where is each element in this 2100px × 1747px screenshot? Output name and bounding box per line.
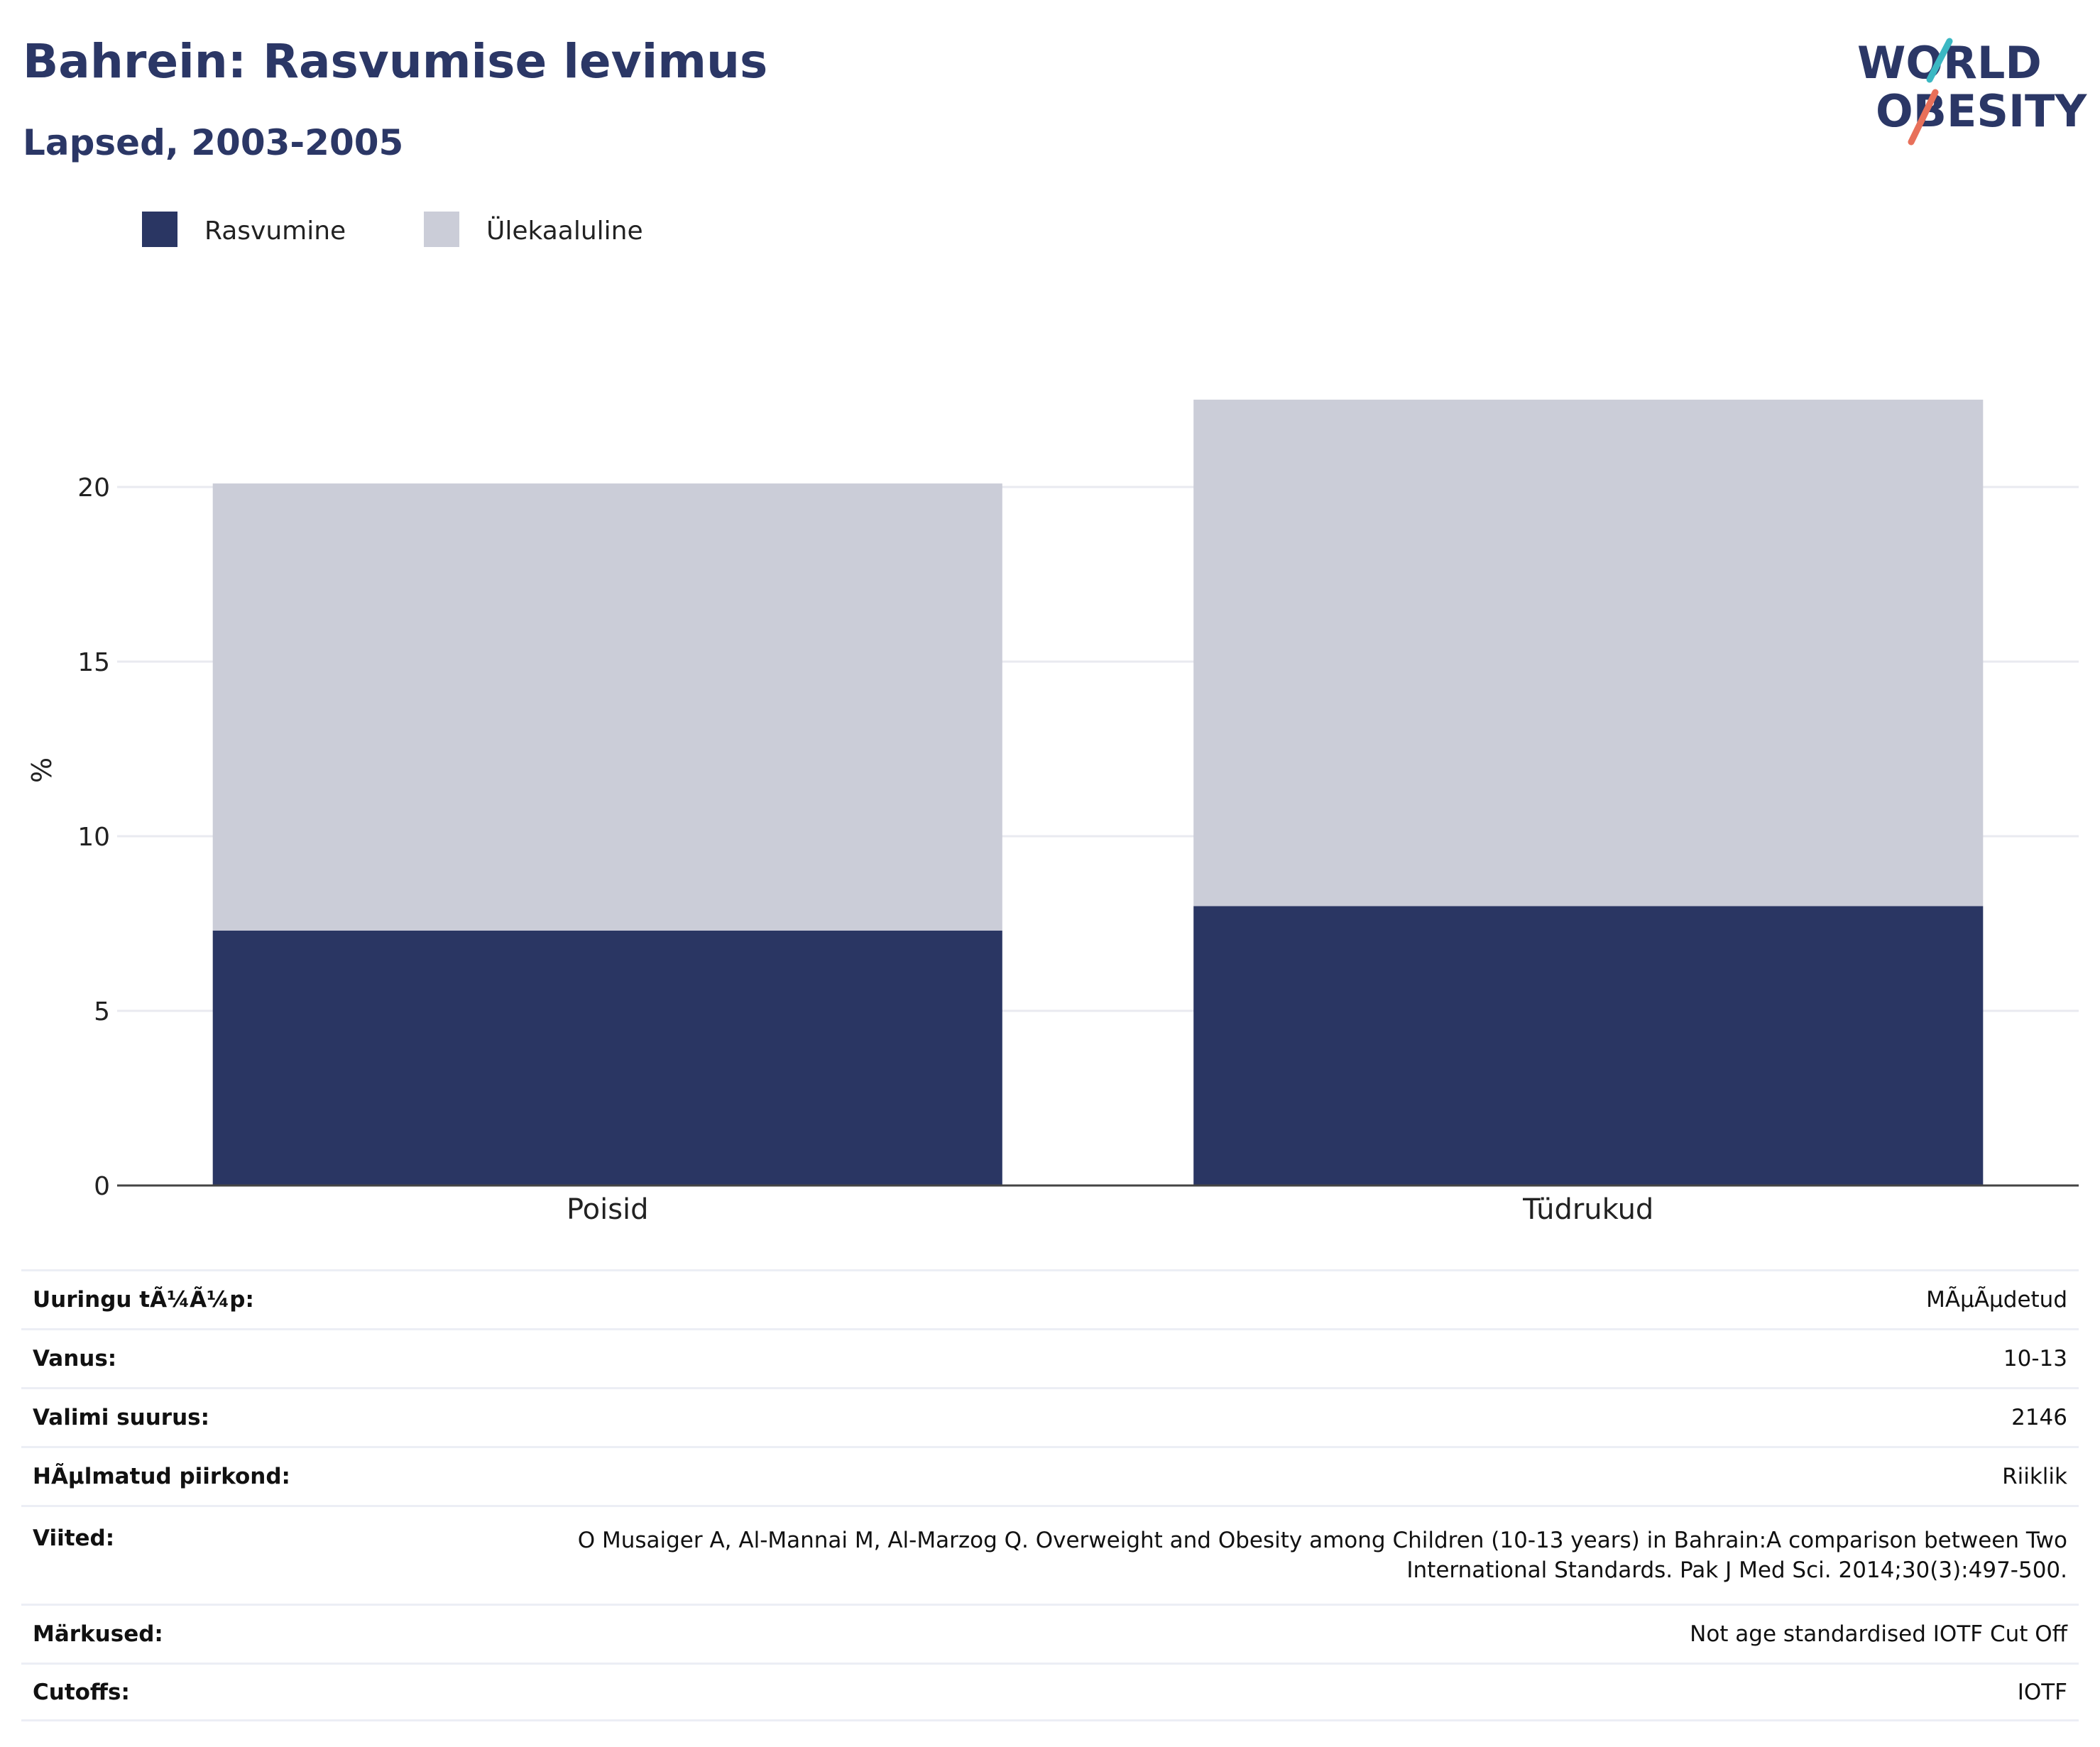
y-tick-label: 5 xyxy=(94,997,110,1026)
info-value: Riiklik xyxy=(2002,1464,2067,1489)
legend-swatch-1 xyxy=(142,212,177,247)
info-label: Vanus: xyxy=(33,1346,117,1371)
info-value: 10-13 xyxy=(2003,1346,2067,1371)
y-axis-label: % xyxy=(26,757,58,783)
x-tick-label: Tüdrukud xyxy=(1522,1193,1653,1226)
bar-poisid-series-2 xyxy=(212,483,1002,931)
info-row: Valimi suurus: 2146 xyxy=(21,1387,2079,1446)
info-label: Viited: xyxy=(33,1526,115,1551)
info-row: Vanus: 10-13 xyxy=(21,1328,2079,1387)
bar-poisid-series-1 xyxy=(212,930,1002,1185)
info-label: HÃµlmatud piirkond: xyxy=(33,1464,290,1489)
info-label: Märkused: xyxy=(33,1621,163,1647)
page-subtitle: Lapsed, 2003-2005 xyxy=(23,122,404,163)
info-value: 2146 xyxy=(2011,1405,2067,1430)
page-title: Bahrein: Rasvumise levimus xyxy=(23,34,768,89)
x-tick-label: Poisid xyxy=(567,1193,649,1226)
logo-text-obesity: OBESITY xyxy=(1876,85,2087,137)
world-obesity-logo: WORLD OBESITY xyxy=(1857,37,2087,146)
bar-t-drukud-series-1 xyxy=(1193,906,1984,1185)
bar-t-drukud-series-2 xyxy=(1193,400,1984,907)
y-tick-label: 15 xyxy=(77,648,110,677)
y-tick-label: 0 xyxy=(94,1172,110,1201)
info-value: IOTF xyxy=(2017,1679,2067,1705)
legend-swatch-2 xyxy=(424,212,459,247)
stacked-bar-chart: Rasvumine Ülekaaluline 0 5 10 15 20% Poisid Tüdr… xyxy=(26,212,2079,1226)
info-row: HÃµlmatud piirkond: Riiklik xyxy=(21,1446,2079,1505)
legend-label-2: Ülekaaluline xyxy=(486,216,643,246)
info-label: Uuringu tÃ¼Ã¼p: xyxy=(33,1287,254,1313)
y-tick-label: 20 xyxy=(77,473,110,503)
info-row: Märkused: Not age standardised IOTF Cut O… xyxy=(21,1604,2079,1663)
legend-label-1: Rasvumine xyxy=(204,217,346,246)
info-value: Not age standardised IOTF Cut Off xyxy=(1690,1621,2067,1647)
info-row: Viited: O Musaiger A, Al-Mannai M, Al-Mar… xyxy=(21,1505,2079,1604)
info-label: Valimi suurus: xyxy=(33,1405,209,1430)
info-value: MÃµÃµdetud xyxy=(1926,1287,2067,1313)
info-row: Cutoffs: IOTF xyxy=(21,1663,2079,1721)
info-value: O Musaiger A, Al-Mannai M, Al-Marzog Q. … xyxy=(577,1528,2067,1583)
info-label: Cutoffs: xyxy=(33,1679,130,1705)
y-tick-label: 10 xyxy=(77,823,110,852)
survey-info-table: Uuringu tÃ¼Ã¼p: MÃµÃµdetud Vanus: 10-13 Vali… xyxy=(21,1269,2079,1721)
info-row: Uuringu tÃ¼Ã¼p: MÃµÃµdetud xyxy=(21,1269,2079,1328)
